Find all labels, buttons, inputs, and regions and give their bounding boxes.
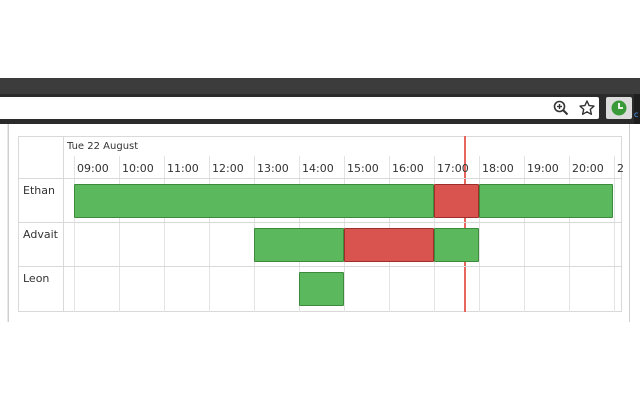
hour-gridline: [614, 156, 615, 312]
booking-block-busy[interactable]: [434, 184, 479, 218]
hour-label: 18:00: [482, 162, 514, 175]
row-name-ethan: Ethan: [23, 184, 55, 197]
hour-label: 16:00: [392, 162, 424, 175]
row-divider: [18, 266, 622, 267]
hour-label: 20:00: [572, 162, 604, 175]
browser-tab-strip: [0, 78, 640, 94]
toolbar-overflow-text: c: [634, 110, 639, 119]
hour-label: 15:00: [347, 162, 379, 175]
hour-label: 11:00: [167, 162, 199, 175]
hour-label: 17:00: [437, 162, 469, 175]
hour-gridline: [479, 156, 480, 312]
hour-gridline: [164, 156, 165, 312]
booking-block-available[interactable]: [254, 228, 344, 262]
hour-label: 09:00: [77, 162, 109, 175]
timeline-date: Tue 22 August: [67, 141, 139, 152]
name-column-divider: [63, 136, 64, 312]
hour-label: 12:00: [212, 162, 244, 175]
booking-block-busy[interactable]: [344, 228, 434, 262]
hour-gridline: [209, 156, 210, 312]
booking-block-available[interactable]: [299, 272, 344, 306]
hour-label: 14:00: [302, 162, 334, 175]
hour-gridline: [524, 156, 525, 312]
booking-block-available[interactable]: [479, 184, 613, 218]
hour-gridline: [569, 156, 570, 312]
row-name-advait: Advait: [23, 228, 58, 241]
zoom-in-icon[interactable]: [552, 99, 570, 117]
row-divider: [18, 178, 622, 179]
hour-label: 2: [617, 162, 624, 175]
hour-gridline: [119, 156, 120, 312]
booking-block-available[interactable]: [74, 184, 434, 218]
current-time-indicator: [464, 136, 466, 312]
booking-block-available[interactable]: [434, 228, 479, 262]
row-name-leon: Leon: [23, 272, 50, 285]
toolbar-edge: [634, 94, 640, 124]
hour-label: 10:00: [122, 162, 154, 175]
hour-label: 19:00: [527, 162, 559, 175]
extension-button[interactable]: [606, 97, 632, 119]
row-divider: [18, 222, 622, 223]
bookmark-star-icon[interactable]: [578, 99, 596, 117]
address-bar[interactable]: [0, 97, 599, 119]
hour-label: 13:00: [257, 162, 289, 175]
page-background-strip: [0, 124, 8, 322]
hour-gridline: [74, 156, 75, 312]
